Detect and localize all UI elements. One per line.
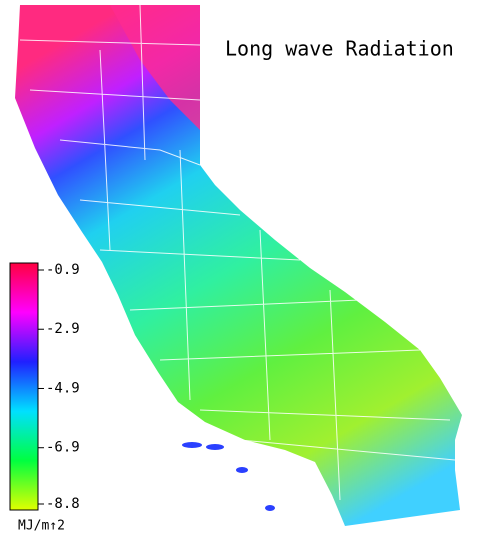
colorbar-tick-label: -4.9 [46,380,80,396]
colorbar-ticks: -0.9 -2.9 -4.9 -6.9 -8.8 [38,262,80,512]
colorbar [9,262,39,511]
colorbar-tick-label: -6.9 [46,440,80,456]
colorbar-tick-label: -8.8 [46,496,80,512]
colorbar-tick-label: -0.9 [46,262,80,278]
california-shape [15,5,462,526]
islands [182,442,275,511]
colorbar-unit: MJ/m↑2 [18,519,65,534]
county-lines [19,4,456,501]
map-title: Long wave Radiation [225,37,454,61]
colorbar-tick-label: -2.9 [46,321,80,337]
